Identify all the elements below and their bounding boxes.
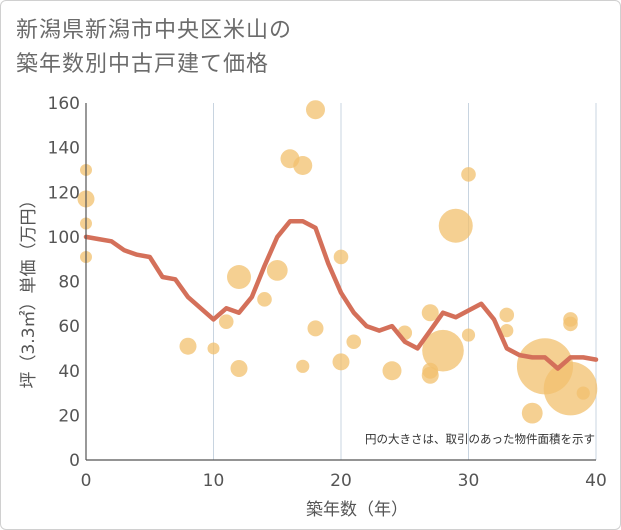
x-tick-label: 20 <box>330 471 352 491</box>
y-tick-label: 40 <box>58 362 80 382</box>
x-tick-label: 30 <box>458 471 480 491</box>
axes <box>85 103 596 461</box>
chart-title: 新潟県新潟市中央区米山の 築年数別中古戸建て価格 <box>16 14 292 82</box>
bubble-point <box>257 292 272 307</box>
bubble-point <box>230 360 248 378</box>
bubble-point <box>227 265 251 290</box>
bubble-point <box>500 323 514 338</box>
y-tick-label: 20 <box>58 406 80 426</box>
y-tick-label: 0 <box>69 451 80 471</box>
bubble-point <box>438 208 473 243</box>
bubble-point <box>332 353 350 371</box>
bubble-point <box>521 402 543 424</box>
grid-lines <box>213 103 597 460</box>
bubble-point <box>346 334 362 350</box>
bubble-point <box>306 100 325 120</box>
bubble-point <box>382 361 402 381</box>
bubble-point <box>499 307 515 323</box>
bubble-series <box>77 100 598 424</box>
y-tick-label: 120 <box>48 183 80 203</box>
y-tick-label: 80 <box>58 273 80 293</box>
x-tick-label: 10 <box>203 471 225 491</box>
chart-title-line1: 新潟県新潟市中央区米山の <box>16 18 293 43</box>
x-tick-label: 40 <box>585 471 607 491</box>
y-tick-label: 100 <box>48 228 80 248</box>
bubble-point <box>307 320 324 337</box>
bubble-point <box>266 259 288 281</box>
bubble-point <box>207 342 220 355</box>
y-tick-label: 60 <box>58 317 80 337</box>
bubble-point <box>461 167 476 182</box>
bubble-point <box>563 316 578 332</box>
bubble-point <box>422 329 464 372</box>
bubble-point <box>218 314 234 329</box>
bubble-point <box>333 249 349 265</box>
bubble-point <box>296 359 310 373</box>
y-axis-label: 坪（3.3㎡）単価（万円） <box>19 191 39 388</box>
size-note: 円の大きさは、取引のあった物件面積を示す <box>365 432 595 446</box>
bubble-point <box>543 361 598 416</box>
trend-line <box>83 219 599 371</box>
bubble-point <box>293 155 313 175</box>
y-tick-label: 160 <box>48 94 80 114</box>
trend-series <box>83 219 599 371</box>
chart-title-line2: 築年数別中古戸建て価格 <box>16 52 270 77</box>
tick-labels: 0 10 20 30 40 0 20 40 60 80 100 120 140 160 <box>48 94 607 491</box>
bubble-point <box>421 304 439 322</box>
y-tick-label: 140 <box>48 139 80 159</box>
x-axis-label: 築年数（年） <box>306 500 408 520</box>
x-tick-label: 0 <box>81 471 92 491</box>
bubble-point <box>179 337 197 355</box>
bubble-point <box>421 366 439 384</box>
bubble-point <box>461 328 476 342</box>
bubble-point <box>576 386 590 400</box>
